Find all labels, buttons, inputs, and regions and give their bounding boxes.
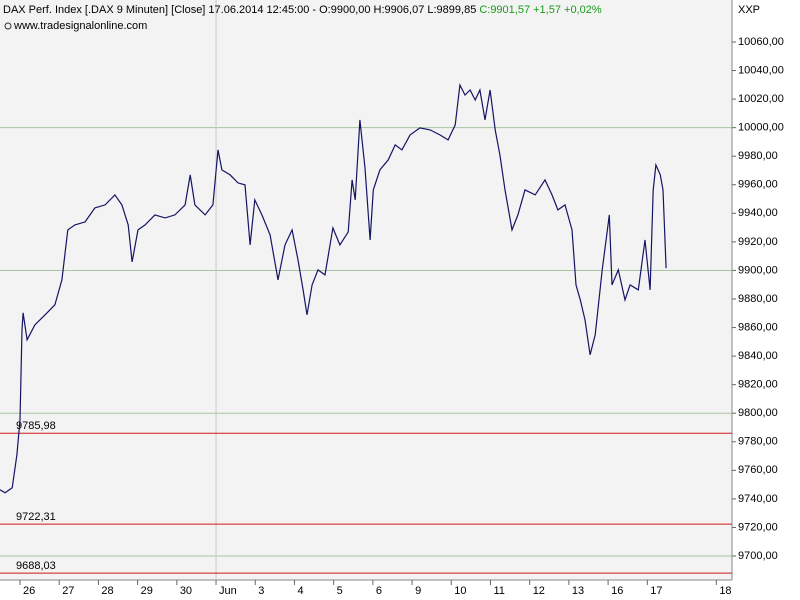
x-tick-label: 10 — [454, 585, 466, 597]
plot-area — [0, 0, 732, 580]
x-tick-label: 18 — [719, 585, 731, 597]
x-tick-label: 30 — [180, 585, 192, 597]
level-label: 9722,31 — [16, 511, 56, 523]
x-tick-label: 12 — [533, 585, 545, 597]
x-tick-label: Jun — [219, 585, 237, 597]
y-tick-label: 10000,00 — [738, 122, 784, 134]
x-tick-label: 13 — [572, 585, 584, 597]
level-label: 9688,03 — [16, 560, 56, 572]
y-tick-label: 9760,00 — [738, 464, 778, 476]
price-line — [0, 82, 667, 494]
y-tick-label: 10040,00 — [738, 64, 784, 76]
x-tick-label: 6 — [376, 585, 382, 597]
y-tick-label: 9780,00 — [738, 436, 778, 448]
y-tick-label: 9900,00 — [738, 264, 778, 276]
x-tick-label: 16 — [611, 585, 623, 597]
y-tick-label: 9800,00 — [738, 407, 778, 419]
y-tick-label: 9960,00 — [738, 179, 778, 191]
level-label: 9785,98 — [16, 420, 56, 432]
y-tick-label: 9980,00 — [738, 150, 778, 162]
title-change: C:9901,57 +1,57 +0,02% — [479, 4, 602, 16]
x-tick-label: 26 — [23, 585, 35, 597]
x-tick-label: 4 — [297, 585, 303, 597]
y-tick-label: 9860,00 — [738, 321, 778, 333]
y-tick-label: 9700,00 — [738, 550, 778, 562]
x-tick-label: 11 — [493, 585, 504, 597]
chart-layer — [0, 0, 732, 580]
x-tick-label: 9 — [415, 585, 421, 597]
x-tick-label: 29 — [141, 585, 153, 597]
x-tick-label: 3 — [258, 585, 264, 597]
x-tick-label: 17 — [650, 585, 662, 597]
y-tick-label: 10060,00 — [738, 36, 784, 48]
y-tick-label: 9840,00 — [738, 350, 778, 362]
subtitle-icon — [4, 22, 12, 30]
chart-subtitle: www.tradesignalonline.com — [13, 20, 147, 32]
corner-label: XXP — [738, 4, 760, 16]
y-tick-label: 9820,00 — [738, 379, 778, 391]
x-tick-label: 5 — [337, 585, 343, 597]
y-tick-label: 10020,00 — [738, 93, 784, 105]
y-tick-label: 9720,00 — [738, 521, 778, 533]
y-tick-label: 9880,00 — [738, 293, 778, 305]
x-tick-label: 28 — [101, 585, 113, 597]
chart-layer: DAX Perf. Index [.DAX 9 Minuten] [Close]… — [3, 4, 760, 32]
x-tick-label: 27 — [62, 585, 74, 597]
y-tick-label: 9940,00 — [738, 207, 778, 219]
y-tick-label: 9740,00 — [738, 493, 778, 505]
chart-title: DAX Perf. Index [.DAX 9 Minuten] [Close]… — [3, 4, 602, 16]
title-text: DAX Perf. Index [.DAX 9 Minuten] [Close]… — [3, 4, 476, 16]
y-tick-label: 9920,00 — [738, 236, 778, 248]
